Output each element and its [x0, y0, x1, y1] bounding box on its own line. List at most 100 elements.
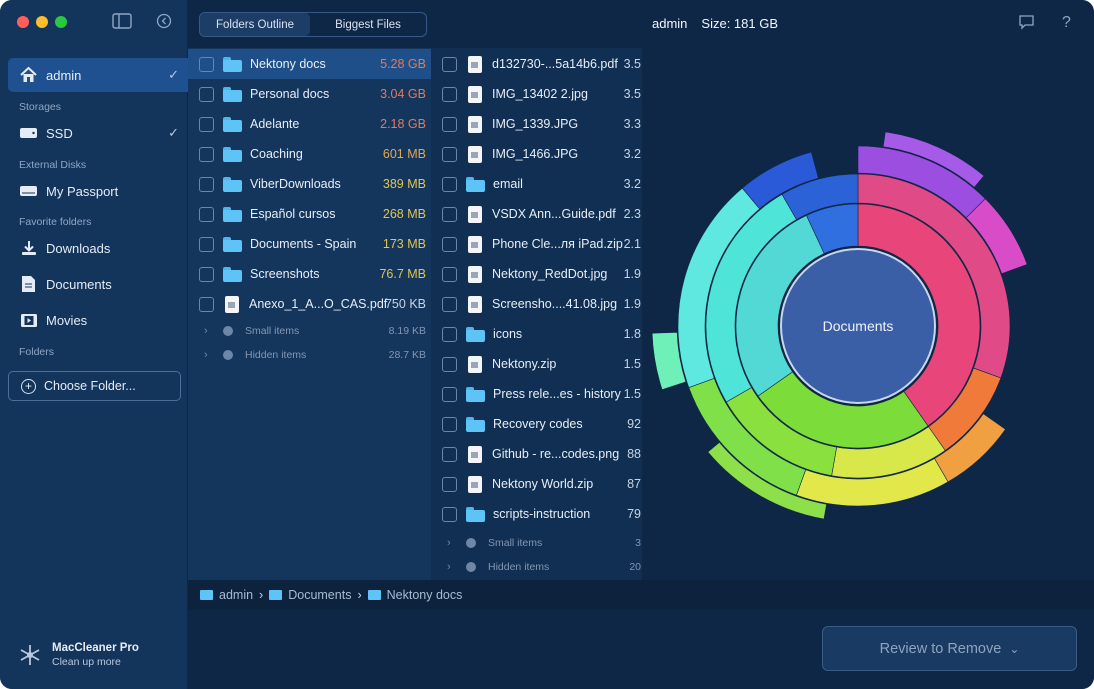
zoom-window-button[interactable] [55, 16, 67, 28]
back-icon[interactable] [156, 13, 176, 31]
list-item[interactable]: ViberDownloads 389 MB [188, 169, 431, 199]
chevron-right-icon[interactable]: › [447, 561, 451, 573]
minimize-window-button[interactable] [36, 16, 48, 28]
item-size: 3.5 [623, 57, 641, 71]
item-size: 92 [627, 417, 641, 431]
sunburst-center[interactable] [780, 248, 936, 404]
sidebar-item-label: Documents [46, 276, 112, 292]
sidebar-item-documents[interactable]: Documents [8, 268, 188, 300]
list-item[interactable]: Nektony World.zip 87 [431, 469, 642, 499]
list-item[interactable]: email 3.2 [431, 169, 642, 199]
checkbox[interactable] [199, 266, 214, 282]
checkbox[interactable] [442, 176, 457, 192]
list-item[interactable]: IMG_1339.JPG 3.3 [431, 109, 642, 139]
checkbox[interactable] [199, 116, 214, 132]
chevron-right-icon[interactable]: › [204, 349, 208, 361]
small-items-row[interactable]: › Small items 8.19 KB [188, 319, 431, 343]
checkbox[interactable] [199, 56, 214, 72]
list-item[interactable]: Nektony docs 5.28 GB [188, 49, 431, 79]
checkbox[interactable] [442, 356, 457, 372]
list-item[interactable]: Press rele...es - history 1.5 [431, 379, 642, 409]
list-item[interactable]: VSDX Ann...Guide.pdf 2.3 [431, 199, 642, 229]
item-size: 750 KB [384, 297, 426, 311]
list-item[interactable]: Anexo_1_A...O_CAS.pdf 750 KB [188, 289, 431, 319]
list-item[interactable]: Phone Cle...ля iPad.zip 2.1 [431, 229, 642, 259]
folder-icon [466, 326, 485, 342]
sunburst-segment[interactable] [965, 198, 1028, 275]
sunburst-segment[interactable] [651, 332, 687, 391]
list-item[interactable]: IMG_13402 2.jpg 3.5 [431, 79, 642, 109]
checkbox[interactable] [442, 146, 457, 162]
tab-biggest-files[interactable]: Biggest Files [335, 18, 401, 31]
checkbox[interactable] [199, 296, 214, 312]
checkbox[interactable] [442, 116, 457, 132]
small-items-row[interactable]: › Small items 3 [431, 531, 642, 555]
close-window-button[interactable] [17, 16, 29, 28]
checkbox[interactable] [442, 506, 457, 522]
choose-folder-label: Choose Folder... [44, 379, 136, 393]
hidden-items-row[interactable]: › Hidden items 20 [431, 555, 642, 579]
review-to-remove-button[interactable]: Review to Remove ⌄ [822, 626, 1077, 671]
list-item[interactable]: IMG_1466.JPG 3.2 [431, 139, 642, 169]
checkbox[interactable] [199, 176, 214, 192]
checkbox[interactable] [199, 236, 214, 252]
checkbox[interactable] [442, 236, 457, 252]
sidebar-item-my-passport[interactable]: My Passport [8, 175, 188, 207]
sunburst-segment[interactable] [882, 131, 985, 188]
list-item[interactable]: Recovery codes 92 [431, 409, 642, 439]
tab-folders-outline[interactable]: Folders Outline [200, 13, 311, 36]
checkbox[interactable] [442, 56, 457, 72]
list-item[interactable]: Screensho....41.08.jpg 1.9 [431, 289, 642, 319]
list-item[interactable]: d132730-...5a14b6.pdf 3.5 [431, 49, 642, 79]
list-item[interactable]: Personal docs 3.04 GB [188, 79, 431, 109]
checkbox[interactable] [442, 476, 457, 492]
sidebar-item-downloads[interactable]: Downloads [8, 232, 188, 264]
checkbox[interactable] [199, 86, 214, 102]
sidebar-toggle-icon[interactable] [112, 13, 132, 31]
checkbox[interactable] [199, 206, 214, 222]
checkbox[interactable] [442, 206, 457, 222]
list-item[interactable]: Documents - Spain 173 MB [188, 229, 431, 259]
checkbox[interactable] [442, 446, 457, 462]
sunburst-segment[interactable] [741, 151, 819, 210]
file-icon [468, 265, 482, 283]
list-item[interactable]: Screenshots 76.7 MB [188, 259, 431, 289]
list-item[interactable]: Nektony.zip 1.5 [431, 349, 642, 379]
file-icon [468, 445, 482, 463]
sunburst-segment[interactable] [707, 441, 827, 520]
checkbox[interactable] [442, 266, 457, 282]
choose-folder-button[interactable]: + Choose Folder... [8, 371, 181, 401]
sidebar-item-admin[interactable]: admin ✓ [8, 58, 188, 92]
list-item[interactable]: scripts-instruction 79 [431, 499, 642, 529]
checkbox[interactable] [442, 296, 457, 312]
checkbox[interactable] [199, 146, 214, 162]
list-item[interactable]: Github - re...codes.png 88 [431, 439, 642, 469]
chevron-right-icon[interactable]: › [447, 537, 451, 549]
feedback-icon[interactable] [1018, 14, 1035, 35]
list-item[interactable]: Adelante 2.18 GB [188, 109, 431, 139]
chevron-right-icon[interactable]: › [204, 325, 208, 337]
breadcrumb-item[interactable]: admin [219, 588, 254, 602]
list-item[interactable]: Nektony_RedDot.jpg 1.9 [431, 259, 642, 289]
sidebar-item-movies[interactable]: Movies [8, 304, 188, 336]
list-item[interactable]: icons 1.8 [431, 319, 642, 349]
brand-promo[interactable]: MacCleaner Pro Clean up more [19, 642, 139, 668]
sunburst-segment[interactable] [781, 173, 859, 220]
list-item[interactable]: Coaching 601 MB [188, 139, 431, 169]
item-size: 1.9 [623, 267, 641, 281]
sunburst-segment[interactable] [857, 203, 981, 427]
checkbox[interactable] [442, 386, 457, 402]
breadcrumb-item[interactable]: Documents [288, 588, 352, 602]
help-icon[interactable]: ? [1062, 14, 1071, 31]
list-item[interactable]: Español cursos 268 MB [188, 199, 431, 229]
hidden-items-row[interactable]: › Hidden items 28.7 KB [188, 343, 431, 367]
breadcrumb-item[interactable]: Nektony docs [386, 588, 463, 602]
checkbox[interactable] [442, 416, 457, 432]
sidebar-item-ssd[interactable]: SSD ✓ [8, 117, 188, 149]
sunburst-chart[interactable]: Documents [642, 48, 1094, 580]
checkbox[interactable] [442, 326, 457, 342]
checkbox[interactable] [442, 86, 457, 102]
sunburst-segment[interactable] [806, 203, 859, 254]
item-name: Coaching [250, 147, 303, 161]
sunburst-segment[interactable] [735, 215, 825, 397]
